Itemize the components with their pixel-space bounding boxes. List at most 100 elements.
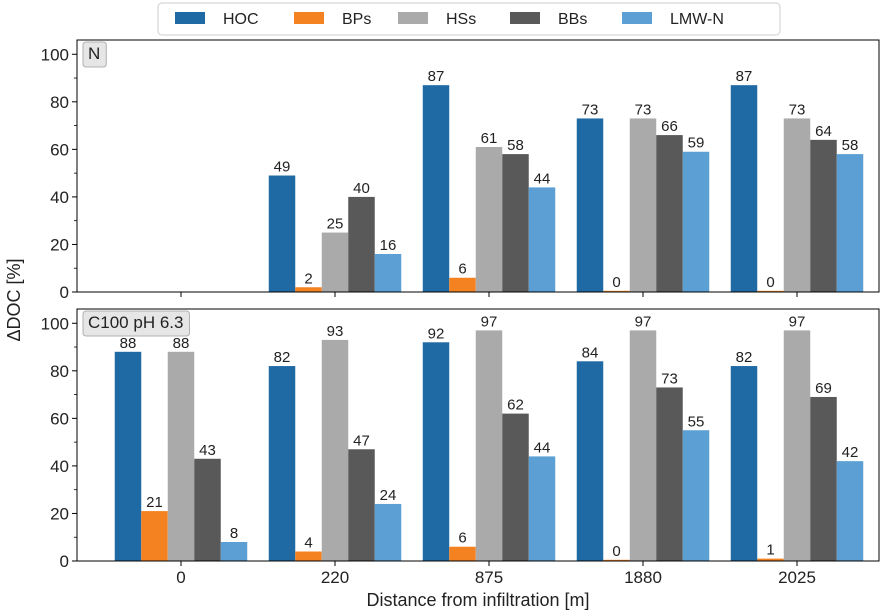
legend-swatch xyxy=(622,12,652,24)
data-label: 21 xyxy=(146,494,163,511)
data-label: 44 xyxy=(534,439,551,456)
bar xyxy=(783,330,811,561)
data-label: 6 xyxy=(458,530,466,547)
data-label: 62 xyxy=(507,397,524,414)
y-tick-label: 0 xyxy=(60,552,69,571)
data-label: 82 xyxy=(274,349,291,366)
bar xyxy=(321,232,349,292)
bar xyxy=(321,339,349,561)
data-label: 24 xyxy=(380,487,397,504)
data-label: 42 xyxy=(842,444,859,461)
y-tick-label: 100 xyxy=(41,45,69,64)
legend-label: BPs xyxy=(342,11,371,28)
bar xyxy=(422,85,450,292)
data-label: 69 xyxy=(815,380,832,397)
bar xyxy=(656,387,683,561)
legend-frame xyxy=(157,2,781,36)
bar xyxy=(730,85,758,292)
y-tick-label: 0 xyxy=(60,283,69,302)
data-label: 87 xyxy=(736,68,753,85)
bar xyxy=(348,196,375,292)
bar xyxy=(449,277,476,292)
data-label: 6 xyxy=(458,261,466,278)
bar xyxy=(757,558,784,561)
data-label: 73 xyxy=(635,101,652,118)
data-label: 4 xyxy=(304,534,312,551)
bar xyxy=(682,151,710,292)
data-label: 88 xyxy=(120,335,137,352)
bar xyxy=(656,135,683,292)
data-label: 73 xyxy=(582,101,599,118)
bar xyxy=(757,290,784,292)
legend-label: BBs xyxy=(558,11,587,28)
bar xyxy=(810,139,837,292)
legend-swatch xyxy=(294,12,324,24)
data-label: 92 xyxy=(428,325,445,342)
legend-label: HSs xyxy=(446,11,476,28)
x-tick-label: 220 xyxy=(321,568,349,587)
bar xyxy=(528,187,556,292)
data-label: 0 xyxy=(612,274,620,291)
data-label: 73 xyxy=(661,370,678,387)
bar xyxy=(836,461,864,561)
bar xyxy=(141,511,168,561)
data-label: 0 xyxy=(612,543,620,560)
data-label: 25 xyxy=(327,216,344,233)
bar xyxy=(295,287,322,292)
data-label: 59 xyxy=(688,135,705,152)
bar xyxy=(475,330,503,561)
bar xyxy=(629,118,657,292)
bar xyxy=(629,330,657,561)
bar xyxy=(194,458,221,561)
plot-frame xyxy=(76,308,880,562)
data-label: 97 xyxy=(789,313,806,330)
bar xyxy=(475,146,503,292)
panel-label: C100 pH 6.3 xyxy=(88,313,183,332)
bar xyxy=(268,366,296,561)
bar xyxy=(682,430,710,561)
data-label: 44 xyxy=(534,170,551,187)
data-label: 97 xyxy=(481,313,498,330)
data-label: 49 xyxy=(274,159,291,176)
y-tick-label: 60 xyxy=(50,409,69,428)
bar xyxy=(374,503,402,561)
y-tick-label: 20 xyxy=(50,504,69,523)
data-label: 66 xyxy=(661,118,678,135)
bar xyxy=(783,118,811,292)
data-label: 58 xyxy=(507,137,524,154)
data-label: 87 xyxy=(428,68,445,85)
y-tick-label: 40 xyxy=(50,188,69,207)
data-label: 61 xyxy=(481,130,498,147)
panel-label-box xyxy=(82,310,190,337)
legend-swatch xyxy=(510,12,540,24)
x-tick-label: 2025 xyxy=(778,568,816,587)
data-label: 2 xyxy=(304,270,312,287)
y-tick-label: 60 xyxy=(50,140,69,159)
data-label: 97 xyxy=(635,313,652,330)
data-label: 1 xyxy=(766,542,774,559)
panel-label-box xyxy=(82,41,107,68)
bar xyxy=(295,551,322,561)
bar xyxy=(502,413,529,561)
panel-label: N xyxy=(88,44,100,63)
bar xyxy=(603,290,630,292)
bar xyxy=(348,449,375,561)
y-tick-label: 20 xyxy=(50,235,69,254)
x-tick-label: 875 xyxy=(475,568,503,587)
data-label: 64 xyxy=(815,123,832,140)
bar xyxy=(810,396,837,561)
data-label: 55 xyxy=(688,413,705,430)
x-tick-label: 0 xyxy=(176,568,185,587)
x-axis-label: Distance from infiltration [m] xyxy=(366,590,589,610)
y-tick-label: 80 xyxy=(50,362,69,381)
legend-label: HOC xyxy=(223,11,259,28)
data-label: 93 xyxy=(327,323,344,340)
y-axis-label: ΔDOC [%] xyxy=(4,258,24,341)
y-tick-label: 100 xyxy=(41,314,69,333)
bar xyxy=(576,361,604,561)
plot-frame xyxy=(76,39,880,293)
data-label: 8 xyxy=(230,525,238,542)
